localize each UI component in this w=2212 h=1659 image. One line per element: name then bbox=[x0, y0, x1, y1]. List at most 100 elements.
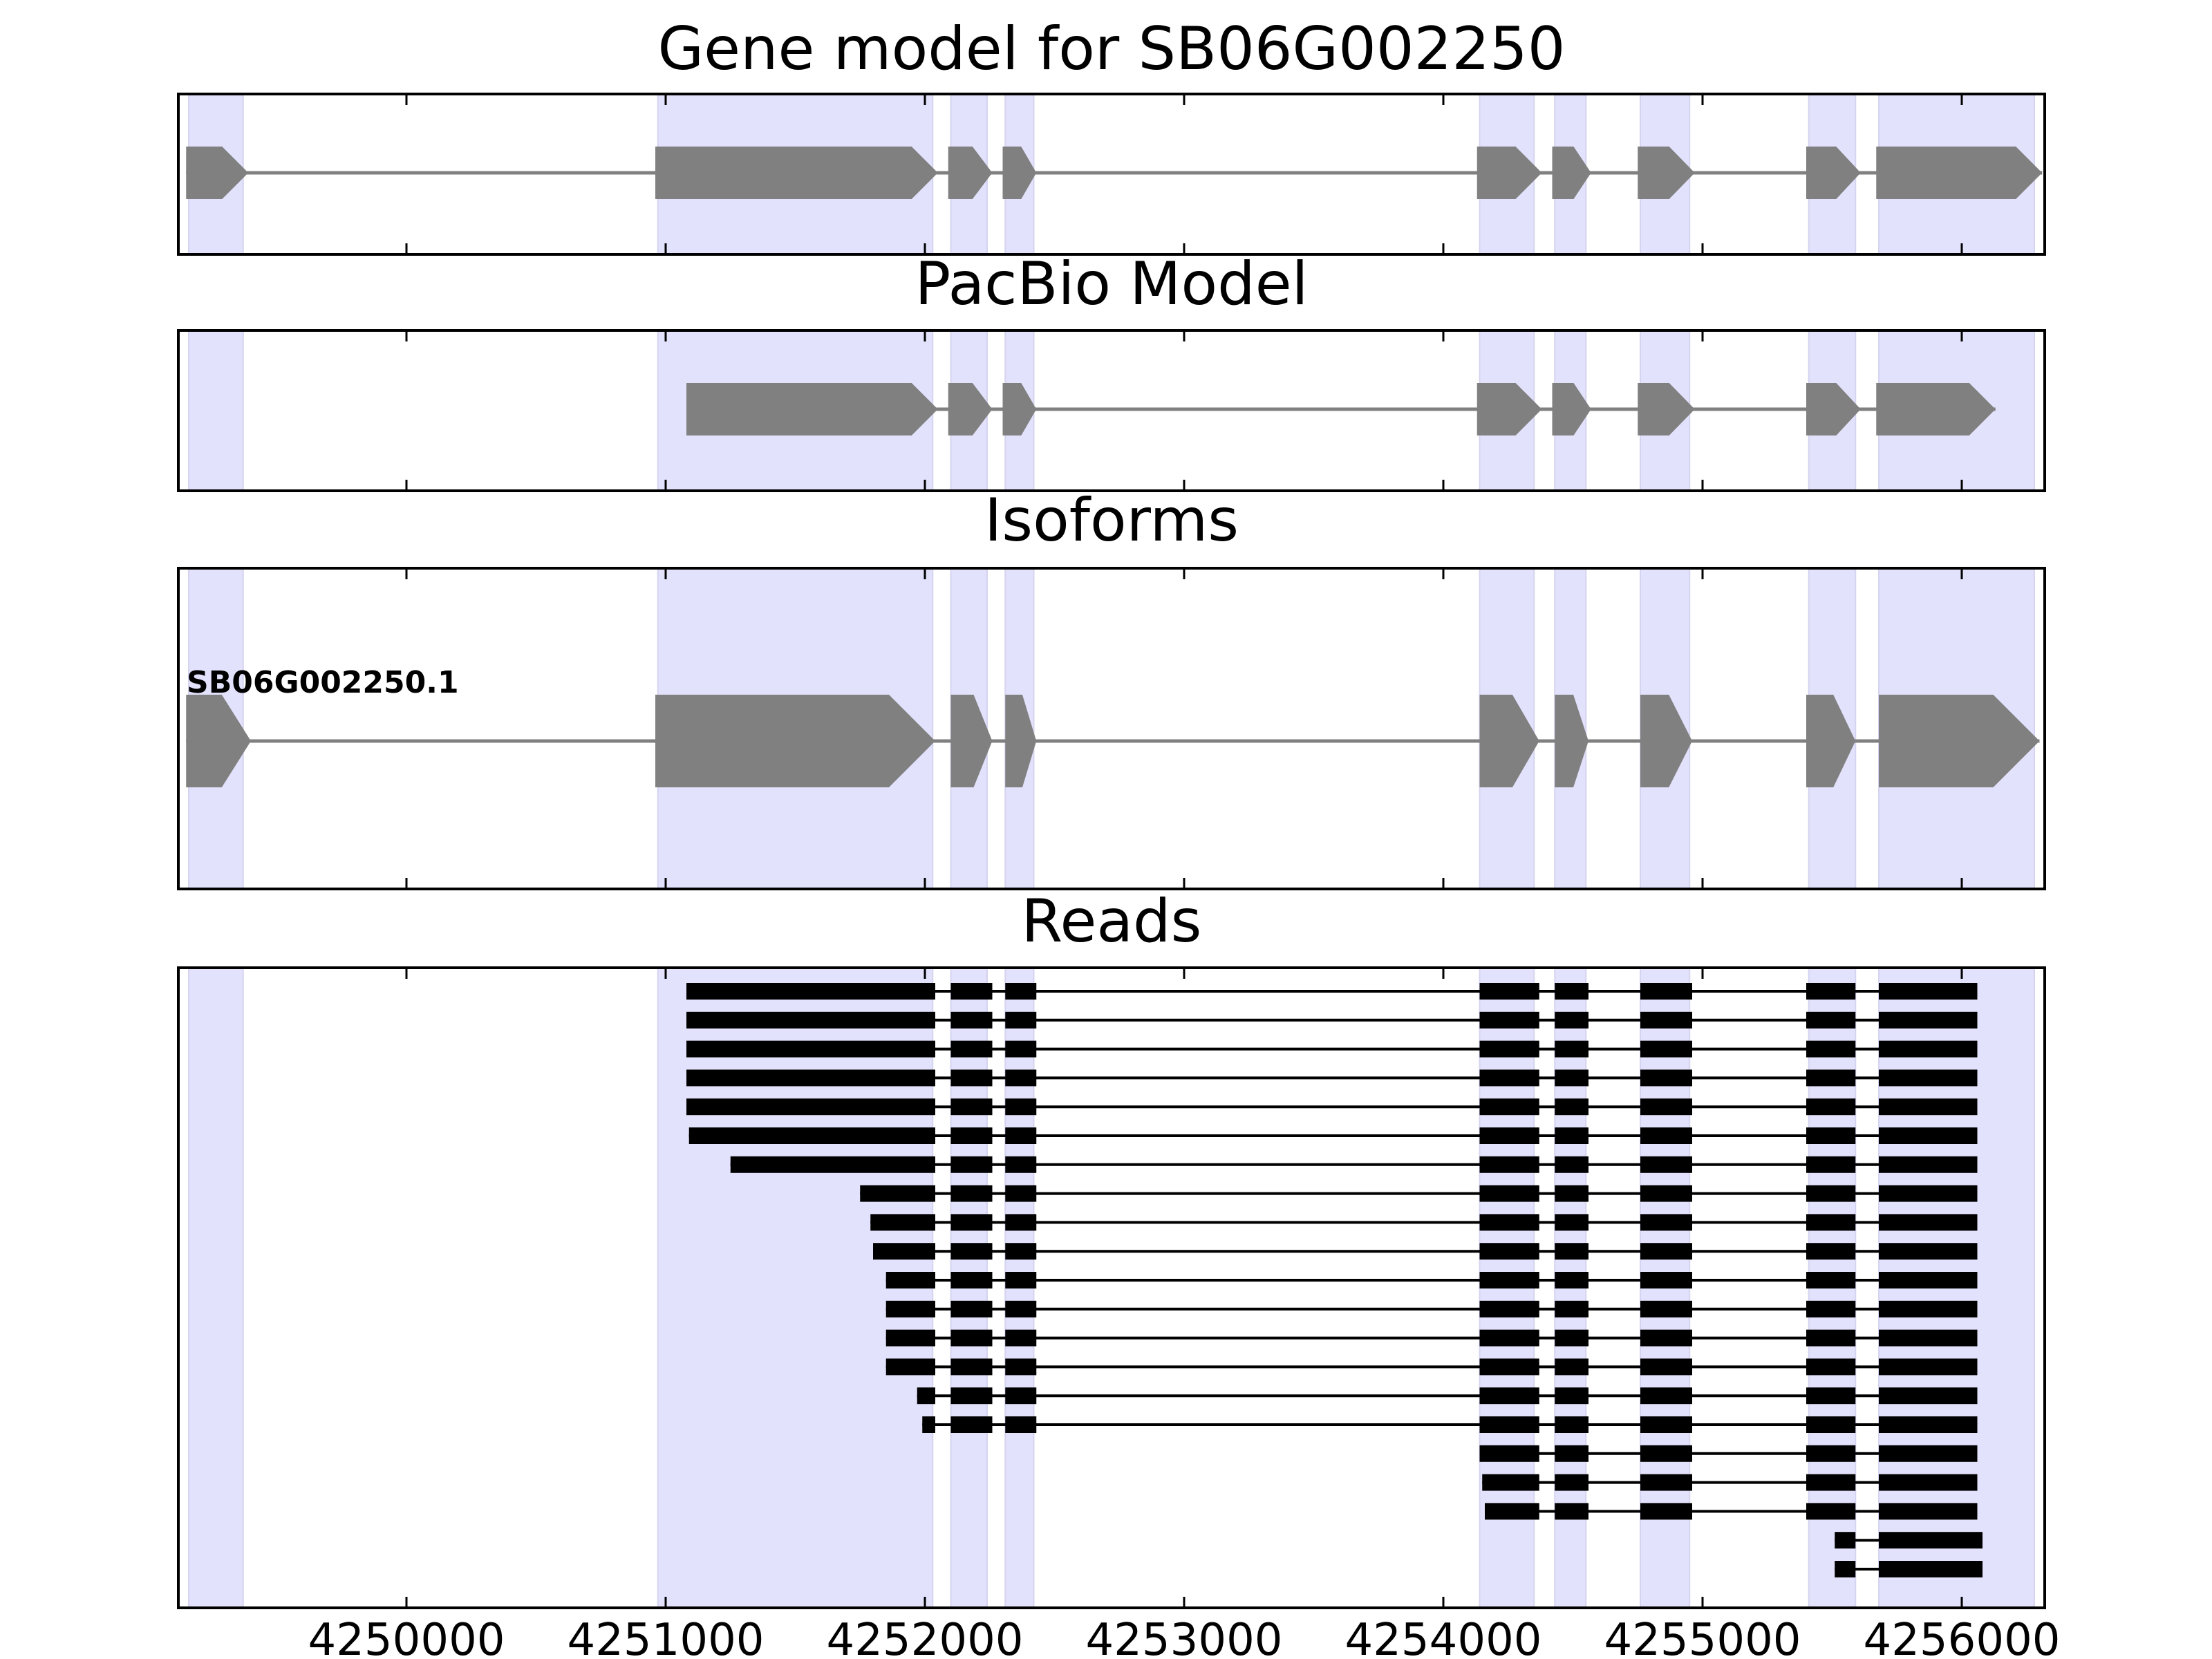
read-block bbox=[1640, 1214, 1692, 1231]
exon bbox=[950, 695, 993, 787]
read bbox=[870, 1214, 1978, 1231]
read-block bbox=[1555, 1503, 1588, 1520]
read-block bbox=[1479, 1300, 1539, 1318]
read-block bbox=[1555, 1185, 1588, 1202]
exon bbox=[686, 383, 938, 435]
read bbox=[686, 1098, 1978, 1116]
read-block bbox=[860, 1185, 935, 1202]
read-block bbox=[1806, 1185, 1856, 1202]
x-axis: 4250000 4251000 4252000 4253000 4254000 42550… bbox=[308, 1615, 2060, 1659]
read-block bbox=[1479, 1069, 1539, 1087]
read bbox=[885, 1358, 1978, 1376]
read-block bbox=[1005, 1272, 1037, 1288]
read-block bbox=[1879, 1300, 1978, 1318]
highlight-region bbox=[188, 330, 244, 491]
read-block bbox=[1005, 1358, 1037, 1376]
panel-title: Gene model for SB06G002250 bbox=[658, 15, 1566, 84]
read-block bbox=[1806, 1503, 1856, 1520]
exon bbox=[1806, 695, 1856, 787]
read-block bbox=[1879, 1243, 1978, 1260]
read bbox=[922, 1416, 1978, 1433]
read-block bbox=[1479, 1185, 1539, 1202]
read-block bbox=[688, 1127, 935, 1144]
read-block bbox=[950, 1358, 993, 1376]
read-block bbox=[1555, 1329, 1588, 1347]
read-block bbox=[686, 1098, 935, 1116]
read-block bbox=[1555, 1416, 1588, 1433]
read-block bbox=[1005, 1156, 1037, 1173]
read-block bbox=[1640, 983, 1692, 1000]
x-tick-label: 4252000 bbox=[826, 1615, 1023, 1659]
read-block bbox=[686, 1011, 935, 1029]
read bbox=[860, 1185, 1978, 1202]
read-block bbox=[950, 1272, 993, 1288]
exon bbox=[1479, 695, 1539, 787]
read-block bbox=[885, 1358, 935, 1376]
read-block bbox=[1555, 1040, 1588, 1058]
read-block bbox=[1640, 1156, 1692, 1173]
read-block bbox=[1879, 1474, 1978, 1491]
read-block bbox=[1806, 1243, 1856, 1260]
exon bbox=[1638, 383, 1695, 435]
read-block bbox=[1479, 983, 1539, 1000]
read-block bbox=[950, 1011, 993, 1029]
read bbox=[885, 1300, 1978, 1318]
read bbox=[917, 1387, 1978, 1405]
read-block bbox=[1479, 1387, 1539, 1405]
read-block bbox=[1479, 1127, 1539, 1144]
read-block bbox=[1879, 1561, 1983, 1577]
read-block bbox=[1005, 1243, 1037, 1260]
read-block bbox=[1479, 1156, 1539, 1173]
read-block bbox=[950, 1098, 993, 1116]
read-block bbox=[1806, 1329, 1856, 1347]
read-block bbox=[1479, 1272, 1539, 1288]
read-block bbox=[1806, 1098, 1856, 1116]
read-block bbox=[1479, 1445, 1539, 1462]
read bbox=[686, 983, 1978, 1000]
read-block bbox=[1806, 1445, 1856, 1462]
read bbox=[873, 1243, 1978, 1260]
read-block bbox=[1806, 1069, 1856, 1087]
exon bbox=[1552, 383, 1591, 435]
exon bbox=[1806, 383, 1861, 435]
read-block bbox=[1806, 1358, 1856, 1376]
read-block bbox=[950, 983, 993, 1000]
exon bbox=[948, 383, 993, 435]
read-block bbox=[873, 1243, 935, 1260]
read-block bbox=[1640, 1243, 1692, 1260]
read-block bbox=[1879, 1272, 1978, 1288]
read-block bbox=[1479, 1214, 1539, 1231]
read-block bbox=[1879, 1098, 1978, 1116]
read-block bbox=[950, 1156, 993, 1173]
read-block bbox=[1555, 1358, 1588, 1376]
read-block bbox=[1005, 1011, 1037, 1029]
read-block bbox=[1005, 1329, 1037, 1347]
exon bbox=[1477, 383, 1542, 435]
read-block bbox=[885, 1300, 935, 1318]
exon bbox=[186, 695, 251, 787]
isoforms-panel: Isoforms SB06G002250.1 bbox=[177, 486, 2046, 890]
read-block bbox=[1005, 1416, 1037, 1433]
read-block bbox=[1879, 1445, 1978, 1462]
read-block bbox=[1806, 1214, 1856, 1231]
read bbox=[885, 1329, 1978, 1347]
exon bbox=[1638, 147, 1695, 199]
read-block bbox=[1555, 1214, 1588, 1231]
read-block bbox=[1555, 983, 1588, 1000]
x-tick-label: 4250000 bbox=[308, 1615, 505, 1659]
read-block bbox=[1879, 1127, 1978, 1144]
read bbox=[730, 1156, 1978, 1173]
read-block bbox=[1479, 1358, 1539, 1376]
exon bbox=[1640, 695, 1692, 787]
read-block bbox=[1555, 1127, 1588, 1144]
read-block bbox=[1005, 1098, 1037, 1116]
panel-frame bbox=[177, 966, 2046, 1609]
read-block bbox=[1005, 1300, 1037, 1318]
exon bbox=[1806, 147, 1861, 199]
read-block bbox=[1879, 1156, 1978, 1173]
read-block bbox=[1555, 1300, 1588, 1318]
read-block bbox=[1806, 1416, 1856, 1433]
read bbox=[686, 1069, 1978, 1087]
read-block bbox=[1555, 1445, 1588, 1462]
read-block bbox=[1879, 1214, 1978, 1231]
